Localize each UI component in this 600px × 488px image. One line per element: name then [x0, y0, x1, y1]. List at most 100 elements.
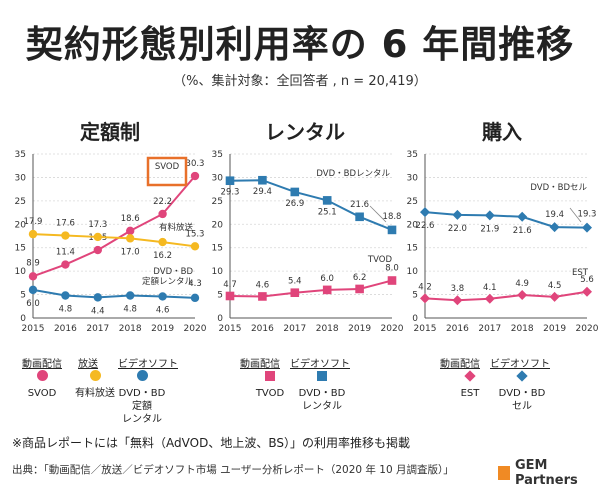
x-tick-label: 2019	[151, 324, 174, 334]
page-subtitle: （%、集計対象：全回答者 , n = 20,419）	[173, 74, 427, 89]
x-tick-label: 2019	[348, 324, 371, 334]
data-point	[582, 286, 592, 297]
data-point	[190, 171, 200, 181]
data-label: 8.9	[26, 258, 40, 268]
data-point	[387, 276, 397, 285]
data-point	[355, 212, 364, 222]
data-label: 25.1	[318, 207, 337, 217]
data-point	[322, 285, 332, 295]
chart-title-subscription: 定額制	[80, 120, 140, 144]
data-label: 21.6	[513, 226, 532, 236]
source-note: 出典：「動画配信／放送／ビデオソフト市場 ユーザー分析レポート（2020 年 1…	[12, 464, 454, 476]
data-point	[387, 225, 397, 235]
y-tick-label: 5	[217, 291, 223, 301]
x-tick-label: 2017	[283, 324, 306, 334]
data-label: 5.4	[288, 277, 302, 287]
data-point	[290, 187, 300, 197]
data-point	[452, 209, 463, 220]
data-label: 17.0	[121, 247, 140, 257]
y-tick-label: 10	[15, 267, 27, 277]
legend-label: DVD・BD 定額 レンタル	[118, 388, 166, 425]
data-point	[225, 176, 235, 186]
data-point	[452, 295, 463, 306]
y-tick-label: 35	[212, 150, 223, 160]
y-tick-label: 5	[20, 291, 26, 301]
data-point	[258, 292, 267, 301]
x-tick-label: 2020	[184, 324, 207, 334]
footnote: ※商品レポートには「無料（AdVOD、地上波、BS）」の利用率推移も掲載	[12, 436, 410, 450]
data-label: 22.6	[416, 221, 435, 231]
x-tick-label: 2015	[22, 324, 45, 334]
legend-label: 有料放送	[75, 388, 115, 399]
data-point	[93, 232, 103, 242]
y-tick-label: 25	[407, 197, 418, 207]
legend-group-heading: 動画配信	[240, 359, 280, 370]
series-annotation: 有料放送	[159, 222, 194, 233]
data-point	[322, 196, 332, 205]
legend-label: TVOD	[255, 388, 285, 399]
data-point	[158, 209, 167, 219]
y-tick-label: 30	[15, 173, 27, 183]
data-point	[549, 222, 560, 233]
legend-group-heading: 放送	[78, 359, 98, 370]
data-point	[190, 242, 200, 251]
data-label: 18.6	[121, 214, 140, 224]
y-tick-label: 20	[212, 220, 224, 230]
series-line	[32, 233, 196, 248]
y-tick-label: 30	[407, 173, 419, 183]
y-tick-label: 20	[15, 220, 27, 230]
legend-group-heading: 動画配信	[22, 359, 62, 370]
logo-mark-icon	[498, 466, 510, 480]
data-label: 29.3	[221, 188, 240, 198]
data-point	[225, 291, 235, 301]
x-tick-label: 2018	[316, 324, 339, 334]
data-point	[28, 229, 38, 239]
y-tick-label: 35	[15, 150, 26, 160]
legend-label: DVD・BD セル	[498, 388, 546, 412]
data-label: 21.6	[350, 200, 369, 210]
x-tick-label: 2017	[478, 324, 501, 334]
y-tick-label: 15	[407, 244, 418, 254]
data-point	[126, 291, 135, 300]
y-tick-label: 20	[407, 220, 419, 230]
data-label: 22.2	[153, 197, 172, 207]
y-tick-label: 5	[412, 291, 418, 301]
annotation-leader	[569, 207, 582, 223]
series-annotation: DVD・BDセル	[530, 183, 587, 193]
y-tick-label: 30	[212, 173, 224, 183]
data-point	[28, 272, 38, 281]
series-annotation: EST	[572, 268, 589, 278]
data-point	[158, 237, 167, 247]
data-label: 4.6	[156, 305, 170, 315]
data-point	[355, 284, 364, 294]
page-title: 契約形態別利用率の 6 年間推移	[25, 23, 575, 66]
data-point	[420, 207, 430, 218]
data-label: 4.7	[223, 280, 237, 290]
circle-legend-icon	[137, 370, 148, 381]
data-label: 21.9	[480, 224, 499, 234]
data-label: 17.6	[56, 219, 75, 229]
data-label: 4.8	[59, 305, 73, 315]
series-line	[424, 211, 588, 229]
data-label: 17.3	[88, 220, 107, 230]
legend-group-heading: ビデオソフト	[118, 359, 178, 370]
data-label: 4.3	[188, 279, 202, 289]
data-point	[517, 290, 528, 301]
y-tick-label: 25	[15, 197, 26, 207]
series-annotation: DVD・BDレンタル	[316, 169, 390, 179]
data-point	[582, 222, 592, 233]
data-point	[61, 260, 70, 269]
x-tick-label: 2017	[86, 324, 109, 334]
data-label: 26.9	[285, 199, 304, 209]
circle-legend-icon	[37, 370, 48, 381]
data-label: 30.3	[186, 159, 205, 169]
data-point	[28, 285, 38, 295]
series-line	[32, 175, 196, 278]
x-tick-label: 2020	[576, 324, 599, 334]
y-tick-label: 25	[212, 197, 223, 207]
data-label: 19.4	[545, 210, 564, 220]
series-line	[32, 288, 196, 299]
data-label: 4.5	[548, 281, 562, 291]
data-point	[484, 210, 495, 221]
y-tick-label: 35	[407, 150, 418, 160]
